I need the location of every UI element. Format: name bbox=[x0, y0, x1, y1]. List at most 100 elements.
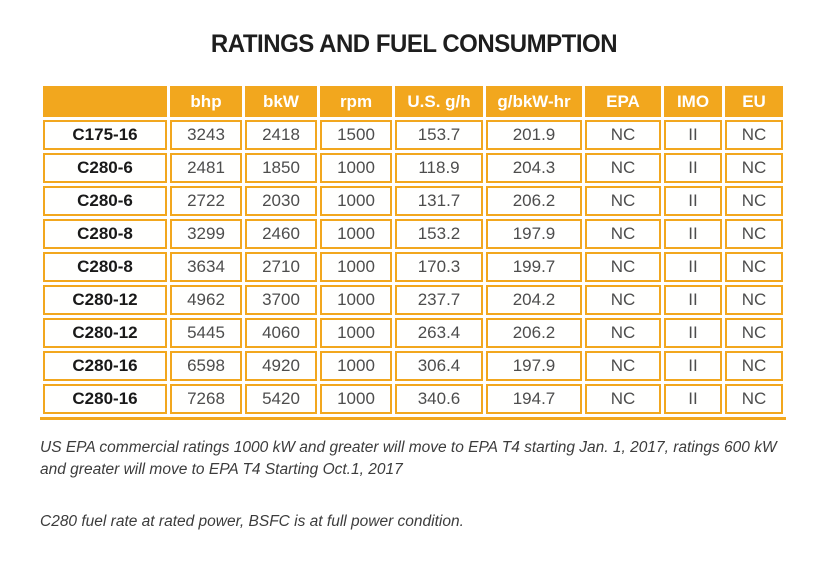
data-cell: NC bbox=[585, 318, 661, 348]
col-header-epa: EPA bbox=[585, 86, 661, 117]
data-cell: NC bbox=[725, 219, 783, 249]
table-row: C280-16 6598 4920 1000 306.4 197.9 NC II… bbox=[43, 351, 783, 381]
data-cell: 201.9 bbox=[486, 120, 582, 150]
model-cell: C280-16 bbox=[43, 351, 167, 381]
data-cell: NC bbox=[725, 384, 783, 414]
col-header-rpm: rpm bbox=[320, 86, 392, 117]
data-cell: 153.7 bbox=[395, 120, 483, 150]
model-cell: C280-6 bbox=[43, 186, 167, 216]
data-cell: NC bbox=[725, 285, 783, 315]
data-cell: 2481 bbox=[170, 153, 242, 183]
table-row: C280-12 4962 3700 1000 237.7 204.2 NC II… bbox=[43, 285, 783, 315]
data-cell: II bbox=[664, 351, 722, 381]
data-cell: II bbox=[664, 186, 722, 216]
data-cell: NC bbox=[585, 252, 661, 282]
data-cell: 3243 bbox=[170, 120, 242, 150]
table-row: C280-8 3634 2710 1000 170.3 199.7 NC II … bbox=[43, 252, 783, 282]
data-cell: NC bbox=[585, 219, 661, 249]
data-cell: 6598 bbox=[170, 351, 242, 381]
data-cell: 1000 bbox=[320, 186, 392, 216]
data-cell: 5445 bbox=[170, 318, 242, 348]
table-row: C280-6 2722 2030 1000 131.7 206.2 NC II … bbox=[43, 186, 783, 216]
data-cell: NC bbox=[725, 252, 783, 282]
model-cell: C280-12 bbox=[43, 318, 167, 348]
data-cell: 3299 bbox=[170, 219, 242, 249]
data-cell: NC bbox=[725, 318, 783, 348]
model-cell: C280-16 bbox=[43, 384, 167, 414]
page-title: RATINGS AND FUEL CONSUMPTION bbox=[210, 30, 618, 58]
data-cell: 2722 bbox=[170, 186, 242, 216]
data-cell: NC bbox=[725, 120, 783, 150]
data-cell: II bbox=[664, 120, 722, 150]
data-cell: 170.3 bbox=[395, 252, 483, 282]
model-cell: C175-16 bbox=[43, 120, 167, 150]
data-cell: 131.7 bbox=[395, 186, 483, 216]
model-cell: C280-6 bbox=[43, 153, 167, 183]
model-cell: C280-12 bbox=[43, 285, 167, 315]
data-cell: 197.9 bbox=[486, 351, 582, 381]
data-cell: NC bbox=[585, 120, 661, 150]
data-cell: NC bbox=[585, 285, 661, 315]
data-cell: 206.2 bbox=[486, 186, 582, 216]
footnote-epa-ratings: US EPA commercial ratings 1000 kW and gr… bbox=[40, 439, 777, 478]
col-header-us-gh: U.S. g/h bbox=[395, 86, 483, 117]
data-cell: NC bbox=[585, 384, 661, 414]
data-cell: 1500 bbox=[320, 120, 392, 150]
data-cell: 206.2 bbox=[486, 318, 582, 348]
data-cell: 2030 bbox=[245, 186, 317, 216]
data-cell: 197.9 bbox=[486, 219, 582, 249]
col-header-g-bkw-hr: g/bkW-hr bbox=[486, 86, 582, 117]
data-cell: 1000 bbox=[320, 252, 392, 282]
data-cell: NC bbox=[585, 351, 661, 381]
data-cell: 1000 bbox=[320, 219, 392, 249]
col-header-bhp: bhp bbox=[170, 86, 242, 117]
data-cell: 1850 bbox=[245, 153, 317, 183]
data-cell: 4060 bbox=[245, 318, 317, 348]
footnote-fuel-rate: C280 fuel rate at rated power, BSFC is a… bbox=[40, 513, 464, 531]
data-cell: NC bbox=[725, 351, 783, 381]
col-header-model bbox=[43, 86, 167, 117]
table-row: C280-8 3299 2460 1000 153.2 197.9 NC II … bbox=[43, 219, 783, 249]
data-cell: 2710 bbox=[245, 252, 317, 282]
data-cell: 1000 bbox=[320, 153, 392, 183]
model-cell: C280-8 bbox=[43, 219, 167, 249]
table-row: C280-16 7268 5420 1000 340.6 194.7 NC II… bbox=[43, 384, 783, 414]
data-cell: NC bbox=[725, 153, 783, 183]
header-row: bhp bkW rpm U.S. g/h g/bkW-hr EPA IMO EU bbox=[43, 86, 783, 117]
data-cell: 4962 bbox=[170, 285, 242, 315]
data-cell: NC bbox=[725, 186, 783, 216]
data-cell: 204.2 bbox=[486, 285, 582, 315]
data-cell: II bbox=[664, 252, 722, 282]
data-cell: 3700 bbox=[245, 285, 317, 315]
data-cell: 194.7 bbox=[486, 384, 582, 414]
data-cell: 1000 bbox=[320, 384, 392, 414]
ratings-table: bhp bkW rpm U.S. g/h g/bkW-hr EPA IMO EU… bbox=[40, 83, 786, 420]
col-header-eu: EU bbox=[725, 86, 783, 117]
data-cell: 153.2 bbox=[395, 219, 483, 249]
data-cell: NC bbox=[585, 153, 661, 183]
data-cell: 1000 bbox=[320, 318, 392, 348]
data-cell: 4920 bbox=[245, 351, 317, 381]
data-cell: II bbox=[664, 318, 722, 348]
data-cell: 2460 bbox=[245, 219, 317, 249]
data-cell: 204.3 bbox=[486, 153, 582, 183]
data-cell: 1000 bbox=[320, 351, 392, 381]
data-cell: 1000 bbox=[320, 285, 392, 315]
data-cell: NC bbox=[585, 186, 661, 216]
data-cell: 2418 bbox=[245, 120, 317, 150]
col-header-bkw: bkW bbox=[245, 86, 317, 117]
table-row: C175-16 3243 2418 1500 153.7 201.9 NC II… bbox=[43, 120, 783, 150]
data-cell: 263.4 bbox=[395, 318, 483, 348]
data-cell: 3634 bbox=[170, 252, 242, 282]
data-cell: II bbox=[664, 219, 722, 249]
data-cell: 306.4 bbox=[395, 351, 483, 381]
data-cell: II bbox=[664, 285, 722, 315]
table-row: C280-12 5445 4060 1000 263.4 206.2 NC II… bbox=[43, 318, 783, 348]
data-cell: 5420 bbox=[245, 384, 317, 414]
col-header-imo: IMO bbox=[664, 86, 722, 117]
table-row: C280-6 2481 1850 1000 118.9 204.3 NC II … bbox=[43, 153, 783, 183]
data-cell: 340.6 bbox=[395, 384, 483, 414]
data-cell: II bbox=[664, 153, 722, 183]
data-cell: 118.9 bbox=[395, 153, 483, 183]
